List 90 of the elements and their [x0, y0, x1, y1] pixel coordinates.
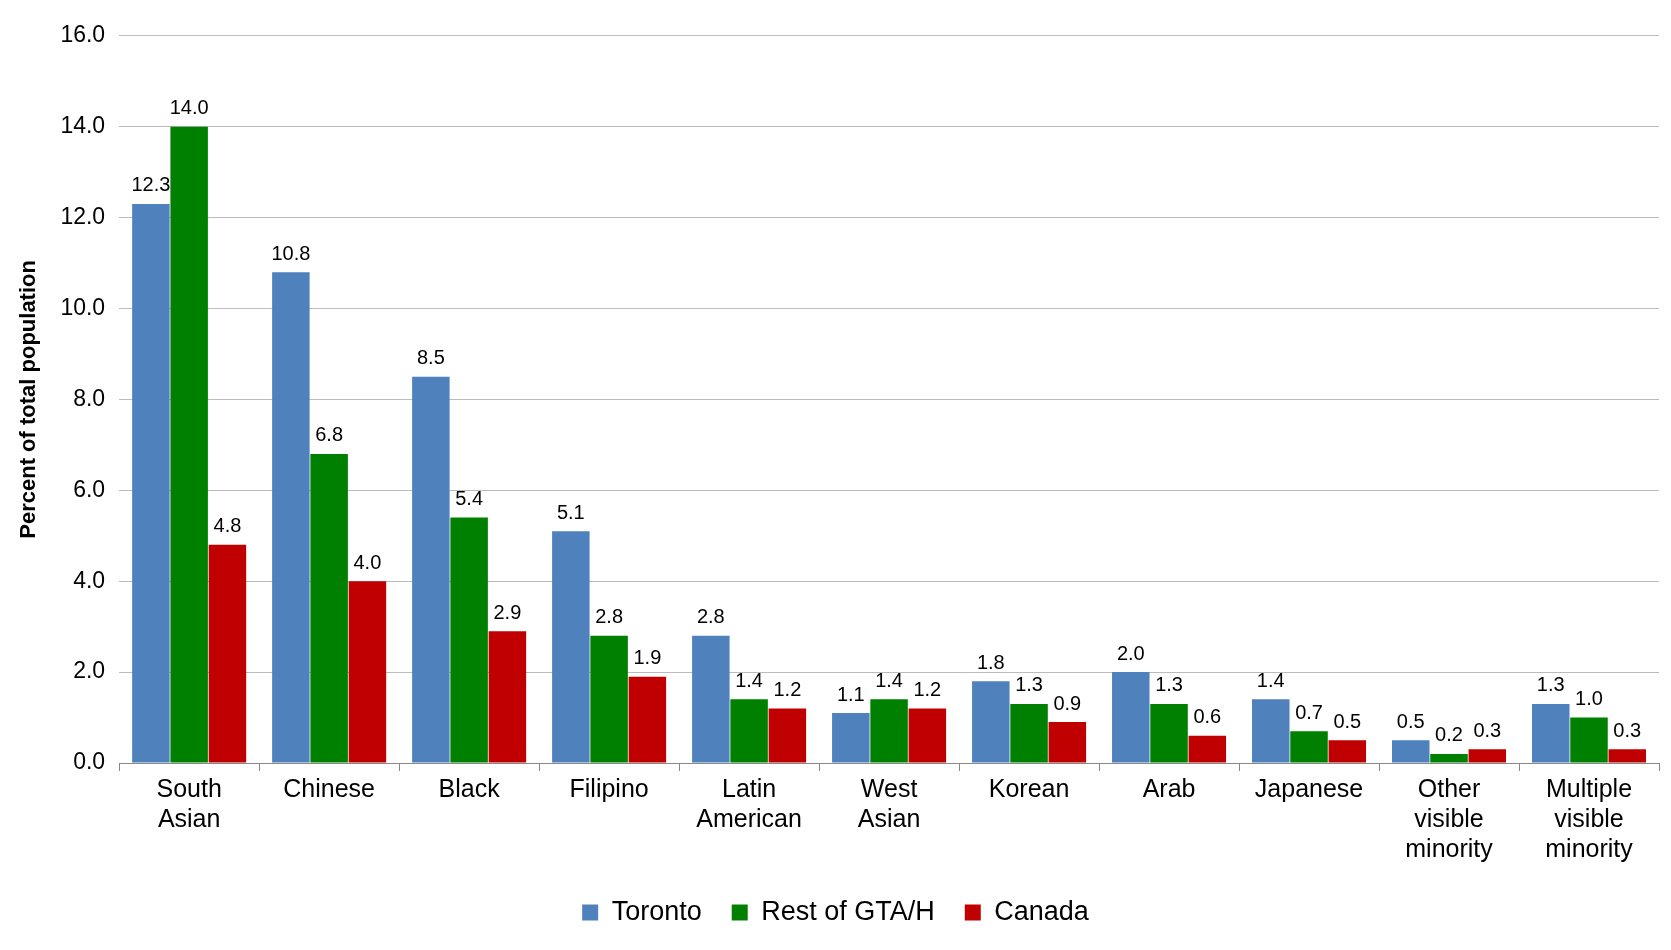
data-label: 1.4 [1256, 668, 1285, 691]
legend-label: Toronto [611, 895, 702, 926]
bar [908, 708, 947, 763]
y-tick-label: 6.0 [73, 475, 106, 502]
bar [1392, 740, 1430, 763]
data-label: 0.5 [1396, 709, 1425, 732]
data-label: 12.3 [131, 173, 171, 196]
data-label: 2.0 [1116, 641, 1145, 664]
data-label: 0.7 [1295, 700, 1323, 723]
bar [1252, 699, 1290, 763]
bar [1048, 722, 1087, 763]
data-label: 1.4 [875, 668, 903, 691]
data-label: 14.0 [169, 96, 209, 119]
bar [870, 699, 908, 763]
data-label: 1.0 [1575, 687, 1603, 710]
bar [1608, 749, 1647, 763]
bar [1188, 735, 1227, 763]
data-label: 8.5 [416, 346, 445, 369]
x-tick-label: Filipino [569, 773, 649, 802]
x-tick-label: Korean [988, 773, 1070, 802]
data-label: 1.3 [1015, 673, 1043, 696]
y-tick-label: 2.0 [73, 657, 106, 684]
data-label: 2.9 [493, 600, 522, 623]
legend-label: Canada [994, 895, 1090, 926]
x-tick-label: Latin American [696, 773, 802, 832]
data-label: 1.2 [773, 677, 802, 700]
data-label: 5.4 [455, 487, 484, 510]
data-label: 2.8 [595, 605, 624, 628]
bar [832, 713, 870, 763]
x-tick-label: Japanese [1254, 773, 1364, 802]
bar [488, 631, 527, 763]
x-tick-label: Other visible minority [1405, 773, 1494, 862]
data-label: 1.9 [633, 646, 662, 669]
bar [1430, 753, 1468, 763]
data-label: 1.3 [1536, 673, 1565, 696]
bar [348, 581, 387, 763]
data-label: 1.4 [735, 668, 763, 691]
bar [552, 531, 590, 763]
y-tick-label: 8.0 [73, 384, 106, 411]
bar [628, 676, 667, 763]
bar [170, 126, 208, 763]
data-label: 1.3 [1155, 673, 1183, 696]
bar [450, 517, 488, 763]
bar [1570, 717, 1608, 763]
data-label: 0.3 [1473, 718, 1502, 741]
y-tick-label: 14.0 [60, 112, 106, 139]
y-tick-label: 16.0 [60, 21, 106, 48]
bar [208, 544, 247, 763]
data-label: 1.8 [976, 650, 1005, 673]
y-tick-label: 10.0 [60, 293, 106, 320]
x-tick-label: Chinese [283, 773, 376, 802]
data-label: 6.8 [315, 423, 344, 446]
y-tick-label: 4.0 [73, 566, 106, 593]
data-label: 4.8 [213, 514, 242, 537]
y-axis-title: Percent of total population [15, 260, 41, 539]
bar [272, 272, 310, 763]
bar [730, 699, 768, 763]
data-label: 0.5 [1333, 709, 1362, 732]
bar [1532, 703, 1570, 763]
bar [972, 681, 1010, 763]
bar [768, 708, 807, 763]
bar [1150, 703, 1188, 763]
bar [412, 376, 450, 763]
data-label: 5.1 [556, 500, 585, 523]
data-label: 0.9 [1053, 691, 1082, 714]
legend-label: Rest of GTA/H [761, 895, 935, 926]
data-label: 4.0 [353, 550, 382, 573]
bar [692, 635, 730, 763]
data-label: 2.8 [696, 605, 725, 628]
data-label: 10.8 [271, 241, 311, 264]
bar [1010, 703, 1048, 763]
bar [1290, 731, 1328, 763]
bar [310, 453, 348, 763]
y-tick-label: 0.0 [73, 748, 106, 775]
x-tick-label: Black [438, 773, 501, 802]
x-tick-label: West Asian [857, 773, 921, 832]
bar [1468, 749, 1507, 763]
y-tick-label: 12.0 [60, 202, 106, 229]
x-tick-label: Multiple visible minority [1545, 773, 1634, 862]
data-label: 0.3 [1613, 718, 1642, 741]
bar [590, 635, 628, 763]
bar [132, 203, 170, 763]
data-label: 1.1 [836, 682, 865, 705]
data-label: 1.2 [913, 677, 942, 700]
data-label: 0.2 [1435, 723, 1463, 746]
bar [1328, 740, 1367, 763]
bar [1112, 672, 1150, 763]
data-label: 0.6 [1193, 705, 1222, 728]
x-tick-label: Arab [1142, 773, 1196, 802]
x-tick-label: South Asian [156, 773, 222, 832]
